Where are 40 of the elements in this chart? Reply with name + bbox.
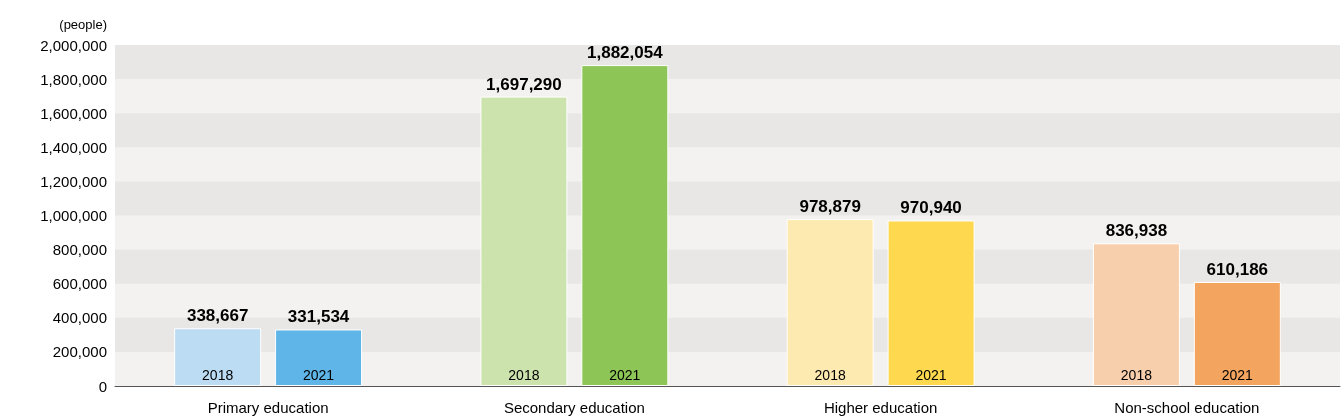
- y-tick-label: 1,800,000: [40, 70, 107, 88]
- y-tick-label: 800,000: [52, 241, 107, 259]
- y-tick-label: 1,400,000: [40, 138, 107, 156]
- data-label: 610,186: [1206, 259, 1269, 279]
- text: 2021: [1221, 367, 1253, 383]
- bar: [1092, 243, 1180, 386]
- data-label: 978,879: [799, 197, 861, 217]
- x-tick-label: Non-school education: [1114, 399, 1260, 416]
- text: 2021: [915, 367, 947, 383]
- series-label: 2018: [202, 367, 234, 383]
- text: 2018: [1120, 367, 1152, 383]
- data-label: 1,697,290: [486, 74, 562, 94]
- data-label: 331,534: [287, 307, 350, 327]
- bar: [786, 219, 874, 386]
- y-tick-label: 2,000,000: [40, 36, 107, 54]
- y-tick-label: 400,000: [52, 309, 107, 327]
- data-label: 836,938: [1105, 221, 1168, 241]
- x-tick-label: Higher education: [823, 399, 938, 416]
- y-tick-label: 600,000: [52, 275, 107, 293]
- y-tick-label: 0: [98, 377, 107, 395]
- series-label: 2021: [303, 367, 335, 383]
- text: 2018: [508, 367, 540, 383]
- x-tick-label: Secondary education: [503, 399, 645, 416]
- text: 2018: [814, 367, 846, 383]
- y-tick-label: 1,000,000: [40, 207, 107, 224]
- y-tick-label: 1,600,000: [40, 104, 107, 122]
- data-label: 970,940: [900, 198, 962, 218]
- bar: [480, 96, 568, 386]
- y-axis-title: (people): [59, 17, 107, 32]
- bar: [275, 329, 363, 386]
- bar: [1193, 281, 1281, 386]
- data-label: 338,667: [186, 306, 249, 326]
- bar: [174, 328, 262, 386]
- data-label: 1,882,054: [587, 43, 664, 63]
- bar: [887, 220, 975, 386]
- x-tick-label: Primary education: [207, 399, 329, 416]
- text: 2021: [609, 367, 641, 383]
- y-tick-label: 200,000: [52, 343, 107, 361]
- y-tick-label: 1,200,000: [40, 172, 107, 190]
- bar: [581, 65, 669, 386]
